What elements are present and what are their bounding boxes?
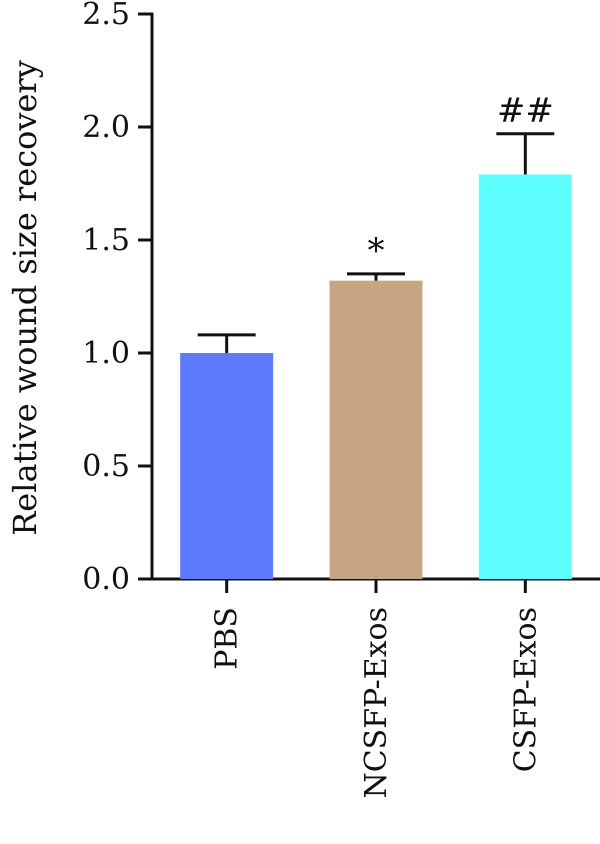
bars — [180, 174, 572, 579]
y-axis: 0.0 0.5 1.0 1.5 2.0 2.5 — [82, 0, 154, 597]
y-tick-label: 0.0 — [82, 562, 130, 597]
x-axis — [150, 577, 600, 593]
y-tick-label: 1.5 — [82, 223, 130, 258]
bar-csfp-exos — [478, 174, 572, 579]
y-axis-title: Relative wound size recovery — [6, 60, 44, 536]
error-bars — [197, 132, 555, 353]
x-tick-labels: PBS NCSFP-Exos CSFP-Exos — [210, 607, 544, 799]
bar-ncsfp-exos — [329, 280, 423, 579]
y-tick-label: 2.0 — [82, 110, 130, 145]
significance-annotations: * ## — [368, 91, 554, 271]
significance-marker: ## — [497, 91, 554, 131]
bar-pbs — [180, 353, 274, 579]
y-tick-label: 1.0 — [82, 336, 130, 371]
y-tick-label: 0.5 — [82, 449, 130, 484]
x-tick-label: CSFP-Exos — [508, 607, 543, 772]
y-tick-label: 2.5 — [82, 0, 130, 32]
x-tick-label: PBS — [210, 607, 245, 670]
significance-marker: * — [368, 231, 385, 271]
x-tick-label: NCSFP-Exos — [359, 607, 394, 799]
